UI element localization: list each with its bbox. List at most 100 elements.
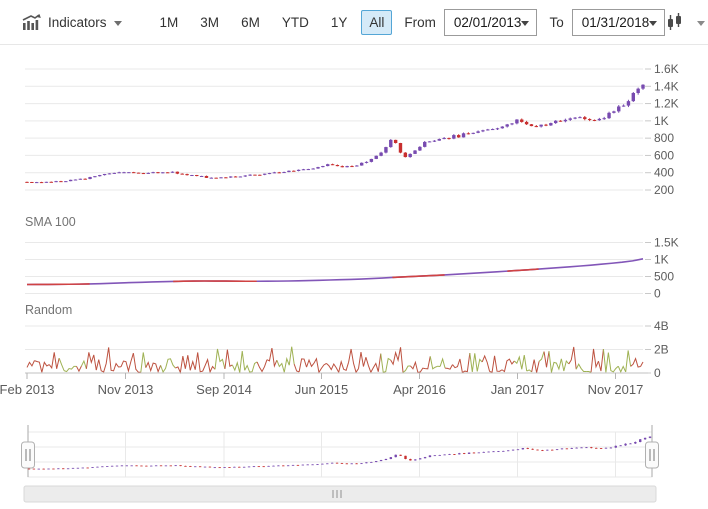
candle-body [408, 153, 412, 158]
nav-candle-body [81, 467, 84, 469]
random-line-segment [390, 347, 404, 373]
random-line-segment [538, 351, 545, 362]
nav-candle-body [428, 455, 432, 458]
candle-body [321, 166, 325, 168]
sma-y-tick-label: 500 [654, 270, 674, 284]
nav-candle-body [71, 467, 75, 469]
nav-candle-body [106, 466, 109, 467]
nav-candle-body [521, 448, 525, 450]
candle-body [59, 181, 63, 183]
candle-body [592, 119, 597, 121]
indicators-dropdown[interactable]: Indicators [22, 13, 122, 31]
nav-candle-body [487, 451, 490, 453]
chevron-down-icon [649, 20, 658, 26]
random-line-segment [560, 358, 570, 372]
chevron-down-icon [521, 20, 530, 26]
series-type-button[interactable] [665, 12, 706, 32]
sma-panel-title: SMA 100 [25, 215, 76, 229]
candle-body [364, 161, 369, 163]
random-line-segment [380, 353, 391, 374]
candle-body [374, 155, 378, 159]
candle-body [515, 119, 519, 124]
range-button-1m[interactable]: 1M [159, 14, 179, 30]
nav-candle-body [198, 466, 202, 468]
nav-candle-body [330, 462, 334, 464]
nav-candle-body [130, 465, 133, 467]
random-line-segment [214, 348, 226, 370]
random-line-segment [445, 364, 453, 370]
candle-body [117, 172, 121, 174]
random-line-segment [365, 357, 372, 373]
candle-body [296, 169, 301, 171]
nav-candle-body [316, 464, 319, 466]
handle-box [645, 441, 659, 469]
nav-candle-body [394, 454, 397, 458]
candle-body [243, 175, 247, 177]
nav-candle-body [145, 465, 148, 467]
nav-candle-body [135, 465, 138, 467]
nav-candle-body [634, 441, 637, 444]
candle-body [563, 119, 568, 122]
random-panel-title: Random [25, 303, 73, 317]
from-date-select[interactable]: 02/01/2013 [443, 8, 538, 36]
price-y-tick-label: 400 [654, 166, 674, 180]
candle-body [214, 177, 218, 179]
candle-body [626, 101, 631, 106]
price-y-tick-label: 1.4K [654, 79, 679, 93]
candle-body [442, 138, 446, 140]
nav-candle-body [76, 467, 80, 469]
nav-candle-body [443, 454, 446, 456]
navigator-right-handle[interactable] [645, 441, 659, 469]
nav-candle-body [365, 462, 368, 464]
range-button-1y[interactable]: 1Y [330, 14, 348, 30]
nav-candle-body [384, 458, 388, 461]
random-y-tick-label: 4B [654, 319, 669, 333]
range-button-ytd[interactable]: YTD [281, 14, 309, 30]
nav-candle-body [462, 453, 466, 454]
random-line-segment [266, 347, 278, 368]
navigator-left-handle[interactable] [21, 441, 35, 469]
to-date-select[interactable]: 01/31/2018 [571, 8, 666, 36]
random-line-segment [298, 358, 308, 372]
nav-candle-body [448, 454, 451, 455]
candle-body [277, 172, 281, 174]
nav-candle-body [179, 465, 182, 467]
nav-candle-body [184, 465, 187, 467]
candle-body [165, 172, 170, 174]
candle-body [447, 138, 451, 140]
random-line-segment [48, 352, 60, 370]
nav-candle-body [511, 449, 515, 451]
nav-candle-body [335, 462, 339, 464]
candle-body [311, 168, 315, 170]
candle-body [345, 166, 349, 168]
candle-body [476, 131, 480, 133]
candle-body [68, 179, 73, 182]
nav-candle-body [570, 448, 573, 449]
navigator-scrollbar[interactable] [23, 485, 657, 503]
candle-body [520, 119, 524, 122]
candle-body [44, 181, 49, 183]
random-line-segment [531, 359, 540, 373]
candle-body [587, 119, 592, 121]
candle-body [146, 172, 150, 174]
range-button-3m[interactable]: 3M [200, 14, 220, 30]
candle-body [631, 93, 635, 102]
range-selector: 1M 3M 6M YTD 1Y All [152, 9, 393, 35]
range-button-all[interactable]: All [361, 9, 393, 35]
nav-candle-body [526, 448, 529, 449]
nav-candle-body [585, 447, 588, 449]
random-line-segment [231, 350, 246, 373]
nav-candle-body [404, 455, 407, 459]
nav-candle-body [472, 452, 476, 454]
candle-body [330, 164, 335, 166]
nav-candle-body [345, 463, 349, 465]
candle-body [83, 178, 87, 180]
random-line-segment [462, 353, 471, 374]
price-y-tick-label: 600 [654, 148, 674, 162]
nav-candle-body [96, 466, 99, 468]
random-line-segment [590, 348, 599, 373]
random-line-segment [402, 365, 411, 373]
range-button-6m[interactable]: 6M [241, 14, 260, 30]
random-line-segment [313, 357, 327, 374]
